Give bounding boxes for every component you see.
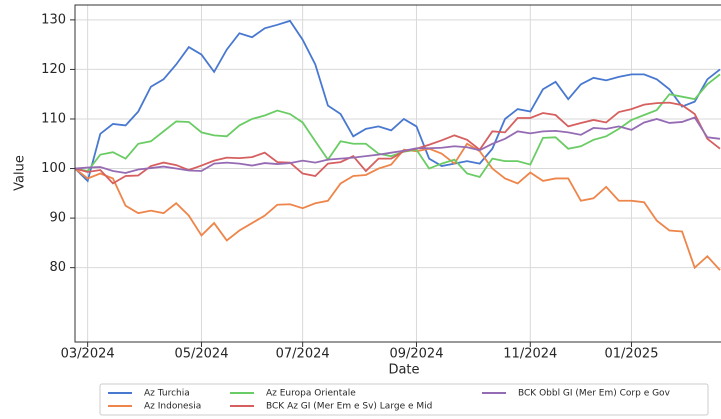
series-line — [75, 101, 721, 185]
legend-label: Az Indonesia — [144, 402, 201, 412]
x-tick-label: 07/2024 — [276, 347, 330, 362]
y-tick-label: 130 — [41, 12, 66, 27]
axes-frame — [74, 4, 721, 343]
y-tick-label: 90 — [49, 211, 66, 226]
legend-label: BCK Az GI (Mer Em e Sv) Large e Mid — [266, 402, 432, 412]
y-tick-label: 110 — [41, 111, 66, 126]
series-line — [75, 142, 721, 271]
y-tick-label: 100 — [41, 161, 66, 176]
x-tick-label: 01/2025 — [604, 347, 658, 362]
x-axis-label: Date — [388, 363, 419, 378]
series-line — [75, 116, 721, 174]
series-line — [75, 19, 721, 183]
series-group — [75, 19, 721, 271]
legend-label: Az Turchia — [144, 389, 190, 399]
plot-area — [75, 5, 721, 342]
legend-label: Az Europa Orientale — [266, 389, 356, 399]
x-tick-label: 11/2024 — [503, 347, 557, 362]
legend-box — [99, 383, 709, 416]
x-tick-label: 09/2024 — [389, 347, 443, 362]
x-tick-label: 05/2024 — [174, 347, 228, 362]
y-tick-label: 120 — [41, 62, 66, 77]
legend-label: BCK Obbl GI (Mer Em) Corp e Gov — [518, 389, 671, 399]
x-tick-label: 03/2024 — [61, 347, 115, 362]
y-axis-label: Value — [13, 155, 28, 191]
y-tick-label: 80 — [49, 260, 66, 275]
